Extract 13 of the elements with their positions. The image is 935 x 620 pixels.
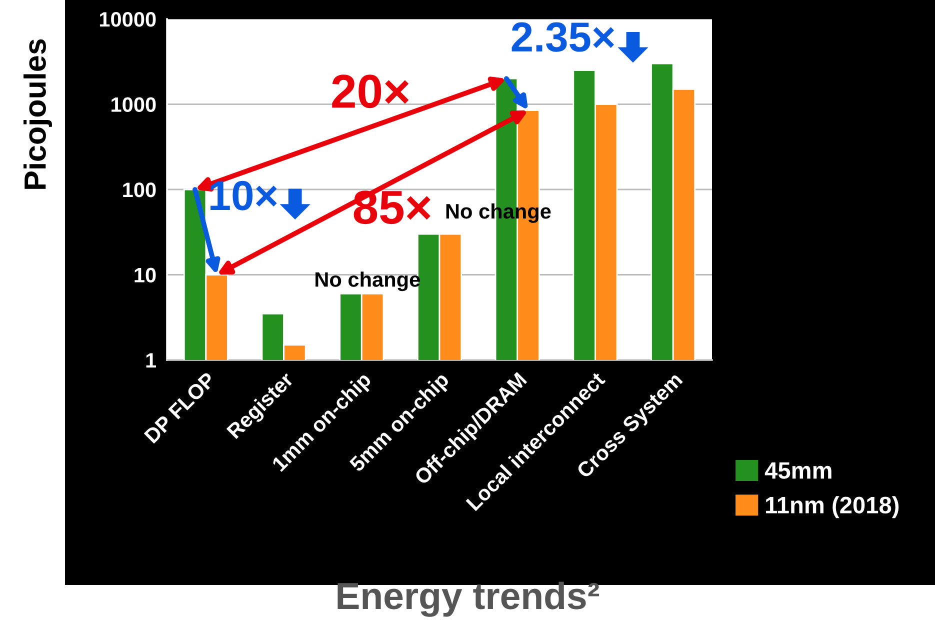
y-axis-title: Picojoules [24, 39, 52, 189]
y-tick-label: 100 [123, 182, 156, 198]
y-tick-label: 10 [134, 268, 156, 283]
annotation: No change [446, 203, 551, 223]
annotation: 20× [332, 74, 409, 108]
text: Energy trends² [338, 582, 600, 617]
legend-label: 45mm [764, 462, 832, 479]
y-tick-label: 1 [146, 353, 156, 368]
annotation: 10× [210, 180, 277, 210]
y-tick-label: 1000 [112, 97, 156, 112]
annotation: 2.35× [512, 22, 614, 52]
legend-label: 11nm (2018) [766, 496, 899, 518]
y-tick-label: 10000 [100, 12, 156, 27]
